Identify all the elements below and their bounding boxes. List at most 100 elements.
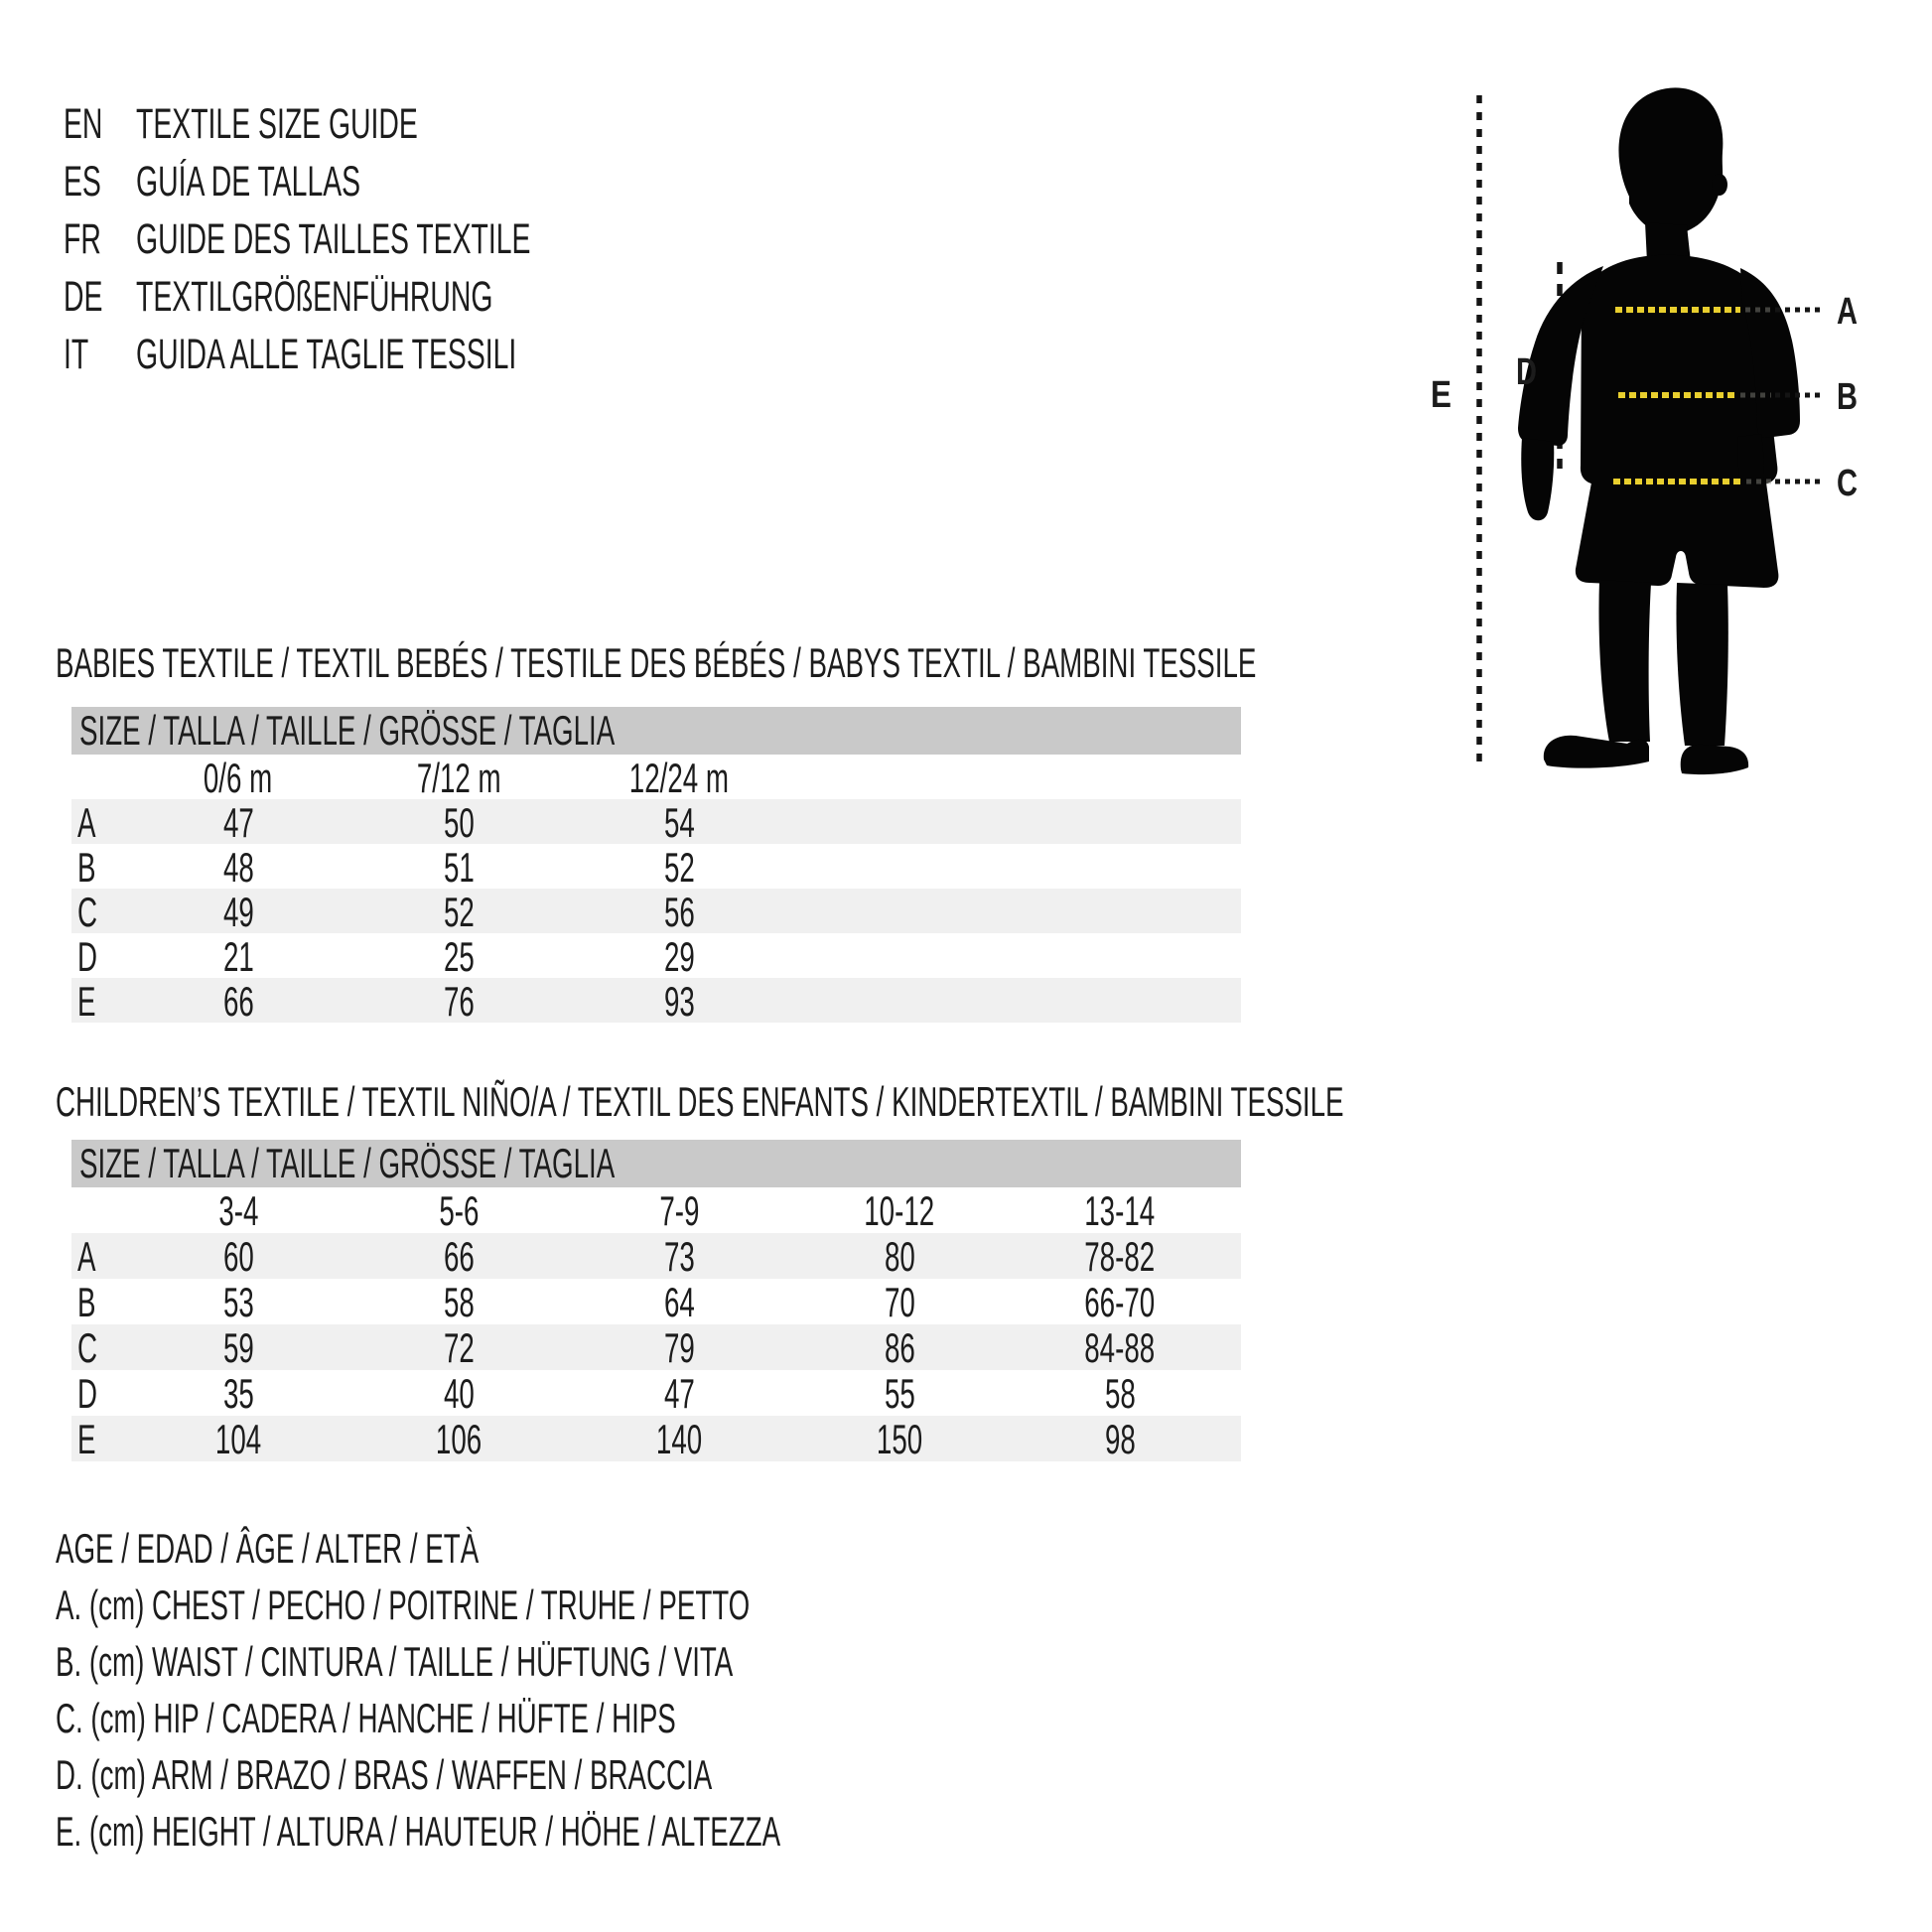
table-cell: 51 — [443, 844, 475, 891]
filler-cell — [789, 933, 1241, 981]
table-row-d: D 21 25 29 — [71, 933, 1241, 981]
column-header: 12/24 m — [628, 755, 730, 801]
table-cell: 64 — [663, 1279, 695, 1325]
table-row-a: A 60 66 73 80 78-82 — [71, 1233, 1241, 1281]
filler-cell — [789, 889, 1241, 936]
filler-cell — [789, 799, 1241, 847]
row-label: D — [77, 1370, 98, 1417]
table-cell: 66-70 — [1084, 1279, 1156, 1325]
empty-corner-cell — [71, 1187, 128, 1235]
row-label: A — [77, 799, 96, 846]
silhouette-left-arm — [1521, 438, 1555, 521]
figure-label-a: A — [1837, 291, 1858, 333]
figure-label-d: D — [1516, 351, 1537, 393]
row-label: C — [77, 1324, 98, 1371]
silhouette-left-sleeve — [1518, 266, 1603, 446]
babies-section-title-text: BABIES TEXTILE / TEXTIL BEBÉS / TESTILE … — [56, 639, 1257, 686]
table-cell: 50 — [443, 799, 475, 846]
legend-line-waist: B. (cm) WAIST / CINTURA / TAILLE / HÜFTU… — [56, 1637, 734, 1685]
silhouette-neck — [1645, 222, 1691, 262]
table-cell: 58 — [1104, 1370, 1136, 1417]
language-code: DE — [64, 272, 103, 321]
row-label: B — [77, 1279, 96, 1325]
figure-label-e: E — [1431, 374, 1451, 416]
table-cell: 98 — [1104, 1416, 1136, 1462]
table-cell: 29 — [663, 933, 695, 980]
babies-size-header-bar: SIZE / TALLA / TAILLE / GRÖSSE / TAGLIA — [71, 707, 1241, 755]
table-cell: 55 — [884, 1370, 915, 1417]
table-cell: 47 — [222, 799, 254, 846]
table-cell: 72 — [443, 1324, 475, 1371]
legend-line-hip: C. (cm) HIP / CADERA / HANCHE / HÜFTE / … — [56, 1694, 676, 1741]
filler-cell — [1230, 1233, 1241, 1281]
row-label: A — [77, 1233, 96, 1280]
table-cell: 104 — [214, 1416, 262, 1462]
table-cell: 49 — [222, 889, 254, 935]
table-cell: 70 — [884, 1279, 915, 1325]
table-cell: 48 — [222, 844, 254, 891]
filler-cell — [1230, 1416, 1241, 1463]
legend-line-chest: A. (cm) CHEST / PECHO / POITRINE / TRUHE… — [56, 1581, 751, 1628]
filler-cell — [789, 755, 1241, 802]
table-cell: 21 — [222, 933, 254, 980]
legend-line-age: AGE / EDAD / ÂGE / ALTER / ETÀ — [56, 1524, 480, 1572]
table-cell: 150 — [876, 1416, 923, 1462]
measurement-legend: AGE / EDAD / ÂGE / ALTER / ETÀ A. (cm) C… — [56, 1520, 1154, 1860]
filler-cell — [1230, 1187, 1241, 1235]
table-cell: 86 — [884, 1324, 915, 1371]
column-header: 3-4 — [217, 1187, 259, 1234]
filler-cell — [789, 844, 1241, 892]
language-code: FR — [64, 214, 101, 263]
table-row-c: C 49 52 56 — [71, 889, 1241, 936]
children-size-header-bar: SIZE / TALLA / TAILLE / GRÖSSE / TAGLIA — [71, 1140, 1241, 1187]
table-row-a: A 47 50 54 — [71, 799, 1241, 847]
figure-label-c: C — [1837, 463, 1858, 504]
table-cell: 66 — [443, 1233, 475, 1280]
table-cell: 73 — [663, 1233, 695, 1280]
silhouette-head — [1618, 87, 1724, 235]
table-cell: 56 — [663, 889, 695, 935]
babies-section-title: BABIES TEXTILE / TEXTIL BEBÉS / TESTILE … — [56, 641, 1874, 685]
child-measurement-figure: A B C D E — [1431, 87, 1858, 775]
figure-label-b: B — [1837, 376, 1858, 418]
children-section-title-text: CHILDREN’S TEXTILE / TEXTIL NIÑO/A / TEX… — [56, 1078, 1344, 1125]
measurement-lines — [1613, 307, 1825, 484]
table-cell: 66 — [222, 978, 254, 1025]
table-cell: 60 — [222, 1233, 254, 1280]
silhouette-ear — [1712, 174, 1727, 196]
table-cell: 93 — [663, 978, 695, 1025]
table-cell: 106 — [435, 1416, 483, 1462]
size-header-label: SIZE / TALLA / TAILLE / GRÖSSE / TAGLIA — [79, 1140, 616, 1186]
column-header: 10-12 — [864, 1187, 935, 1234]
table-cell: 25 — [443, 933, 475, 980]
column-header: 7/12 m — [416, 755, 501, 801]
language-code: ES — [64, 157, 101, 206]
language-title: GUIDE DES TAILLES TEXTILE — [136, 214, 531, 263]
table-cell: 140 — [655, 1416, 703, 1462]
column-header: 13-14 — [1084, 1187, 1156, 1234]
silhouette-left-shoe — [1543, 735, 1649, 768]
row-label: C — [77, 889, 98, 935]
table-cell: 79 — [663, 1324, 695, 1371]
language-row-en: EN TEXTILE SIZE GUIDE — [64, 95, 734, 153]
language-row-it: IT GUIDA ALLE TAGLIE TESSILI — [64, 326, 734, 383]
table-row-e: E 104 106 140 150 98 — [71, 1416, 1241, 1463]
table-cell: 80 — [884, 1233, 915, 1280]
table-row-d: D 35 40 47 55 58 — [71, 1370, 1241, 1418]
table-cell: 35 — [222, 1370, 254, 1417]
children-size-table: SIZE / TALLA / TAILLE / GRÖSSE / TAGLIA … — [71, 1140, 1241, 1463]
children-column-headers: 3-4 5-6 7-9 10-12 13-14 — [71, 1187, 1241, 1235]
filler-cell — [1230, 1370, 1241, 1418]
language-row-es: ES GUÍA DE TALLAS — [64, 153, 734, 210]
table-cell: 59 — [222, 1324, 254, 1371]
silhouette-shorts — [1575, 483, 1779, 588]
children-section-title: CHILDREN’S TEXTILE / TEXTIL NIÑO/A / TEX… — [56, 1080, 1932, 1124]
column-header: 7-9 — [658, 1187, 700, 1234]
babies-size-table: SIZE / TALLA / TAILLE / GRÖSSE / TAGLIA … — [71, 707, 1241, 1025]
legend-line-arm: D. (cm) ARM / BRAZO / BRAS / WAFFEN / BR… — [56, 1750, 713, 1798]
table-cell: 58 — [443, 1279, 475, 1325]
language-row-fr: FR GUIDE DES TAILLES TEXTILE — [64, 210, 734, 268]
table-cell: 47 — [663, 1370, 695, 1417]
column-header: 0/6 m — [204, 755, 273, 801]
